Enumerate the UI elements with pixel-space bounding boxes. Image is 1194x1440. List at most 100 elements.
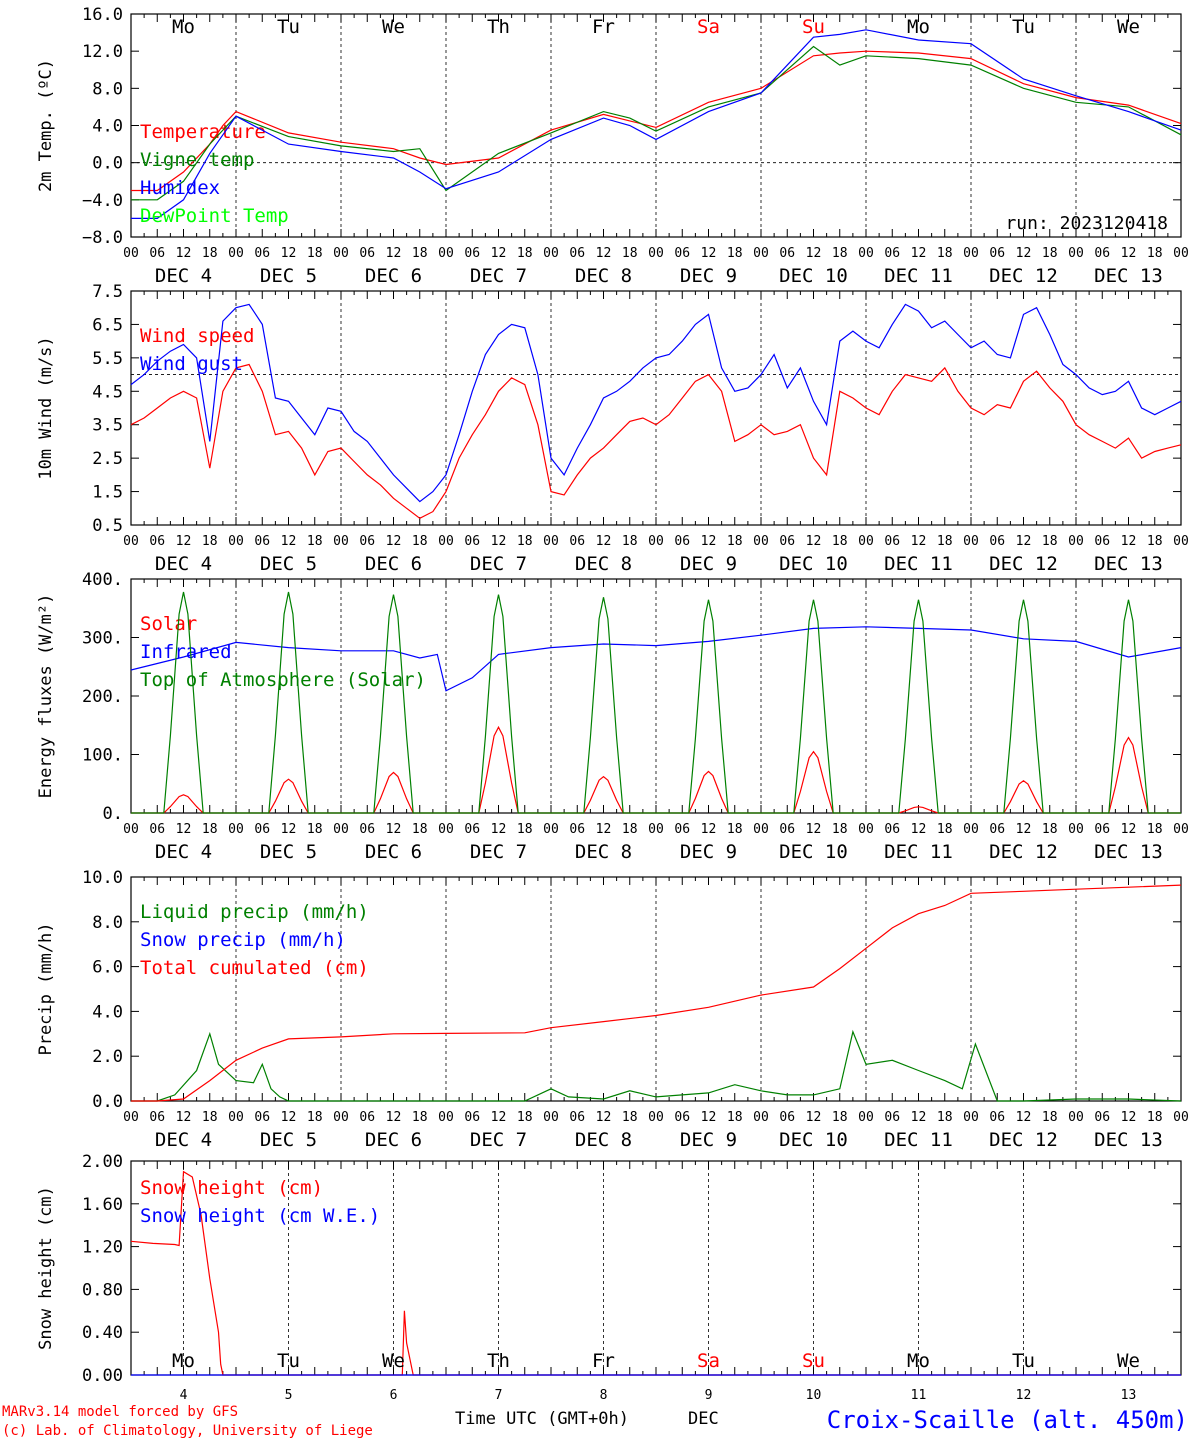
hour-label: 00 — [1173, 246, 1189, 261]
hour-label: 12 — [281, 822, 297, 837]
hour-label: 00 — [438, 1110, 454, 1125]
hour-label: 00 — [753, 1110, 769, 1125]
weekday-label: Mo — [907, 16, 930, 38]
date-label: DEC 9 — [680, 265, 737, 287]
series-line-1 — [130, 363, 1182, 520]
date-label: DEC 10 — [779, 553, 848, 575]
date-label: DEC 7 — [470, 553, 527, 575]
date-label: DEC 12 — [989, 265, 1058, 287]
date-label: DEC 12 — [989, 553, 1058, 575]
hour-label: 00 — [858, 822, 874, 837]
hour-label: 06 — [149, 1110, 165, 1125]
panel-4: 10.0 8.0 6.0 4.0 2.0 0.0 Precip (mm/h) Liquid p… — [36, 868, 1189, 1151]
hour-label: 00 — [858, 534, 874, 549]
y-tick-label: 100. — [82, 746, 123, 766]
hour-label: 12 — [491, 822, 507, 837]
date-label: DEC 4 — [155, 265, 212, 287]
weekday-label: Mo — [172, 1350, 195, 1372]
y-tick-label: 0. — [103, 804, 123, 824]
weekday-label: Tu — [1012, 16, 1035, 38]
day-number: 13 — [1121, 1388, 1137, 1403]
y-axis-title: 2m Temp. (ºC) — [36, 59, 56, 192]
hour-label: 12 — [281, 534, 297, 549]
y-tick-label: 0.5 — [92, 516, 123, 536]
y-tick-label: 6.5 — [92, 315, 123, 335]
weekday-label: Mo — [907, 1350, 930, 1372]
weekday-label: Su — [802, 16, 825, 38]
hour-label: 06 — [569, 1110, 585, 1125]
hour-label: 00 — [333, 246, 349, 261]
date-label: DEC 11 — [884, 553, 953, 575]
y-tick-label: 10.0 — [82, 868, 123, 888]
y-tick-label: 16.0 — [82, 5, 123, 25]
hour-label: 12 — [1121, 534, 1137, 549]
hour-label: 00 — [438, 534, 454, 549]
hour-label: 12 — [911, 534, 927, 549]
weekday-label: Fr — [592, 1350, 615, 1372]
hour-label: 18 — [1147, 246, 1163, 261]
y-tick-label: 2.0 — [92, 1047, 123, 1067]
hour-label: 12 — [701, 822, 717, 837]
hour-label: 06 — [359, 534, 375, 549]
weekday-label: Su — [802, 1350, 825, 1372]
y-tick-label: −8.0 — [82, 228, 123, 248]
hour-label: 00 — [648, 822, 664, 837]
legend-entry: Wind gust — [140, 353, 243, 375]
date-label: DEC 6 — [365, 841, 422, 863]
date-label: DEC 9 — [680, 1129, 737, 1151]
hour-label: 18 — [727, 246, 743, 261]
hour-label: 06 — [254, 246, 270, 261]
hour-label: 00 — [228, 822, 244, 837]
hour-label: 00 — [648, 246, 664, 261]
date-label: DEC 8 — [575, 553, 632, 575]
legend-entry: Solar — [140, 613, 197, 635]
hour-label: 18 — [622, 1110, 638, 1125]
hour-label: 12 — [806, 1110, 822, 1125]
date-label: DEC 13 — [1094, 841, 1163, 863]
date-label: DEC 13 — [1094, 265, 1163, 287]
weekday-label: Tu — [1012, 1350, 1035, 1372]
date-label: DEC 11 — [884, 1129, 953, 1151]
date-label: DEC 12 — [989, 841, 1058, 863]
hour-label: 06 — [674, 246, 690, 261]
legend-entry: Total cumulated (cm) — [140, 957, 369, 979]
weekday-label: Tu — [277, 16, 300, 38]
y-tick-label: 0.40 — [82, 1323, 123, 1343]
hour-label: 12 — [386, 534, 402, 549]
weekday-label: Sa — [697, 1350, 720, 1372]
y-tick-label: 7.5 — [92, 282, 123, 302]
hour-label: 00 — [963, 1110, 979, 1125]
legend-entry: Top of Atmosphere (Solar) — [140, 669, 426, 691]
x-axis-month: DEC — [688, 1409, 719, 1429]
hour-label: 00 — [753, 534, 769, 549]
hour-label: 06 — [464, 1110, 480, 1125]
series-line-1 — [130, 1170, 1181, 1376]
y-tick-label: −4.0 — [82, 191, 123, 211]
date-label: DEC 13 — [1094, 553, 1163, 575]
hour-label: 18 — [517, 1110, 533, 1125]
hour-label: 12 — [1121, 246, 1137, 261]
hour-label: 06 — [779, 1110, 795, 1125]
series-line-2 — [130, 303, 1182, 503]
y-axis-title: Precip (mm/h) — [36, 922, 56, 1055]
date-label: DEC 5 — [260, 841, 317, 863]
y-tick-label: 0.00 — [82, 1366, 123, 1386]
hour-label: 18 — [202, 534, 218, 549]
panel-3: 400. 300. 200. 100. 0. Energy fluxes (W/m²) So… — [36, 570, 1189, 863]
y-tick-label: 1.20 — [82, 1238, 123, 1258]
hour-label: 00 — [858, 246, 874, 261]
hour-label: 18 — [202, 1110, 218, 1125]
y-tick-label: 0.80 — [82, 1280, 123, 1300]
date-label: DEC 5 — [260, 553, 317, 575]
hour-label: 18 — [307, 822, 323, 837]
hour-label: 06 — [884, 246, 900, 261]
hour-label: 06 — [779, 822, 795, 837]
date-label: DEC 4 — [155, 1129, 212, 1151]
hour-label: 12 — [701, 246, 717, 261]
hour-label: 18 — [412, 1110, 428, 1125]
hour-label: 12 — [176, 534, 192, 549]
date-label: DEC 4 — [155, 553, 212, 575]
day-number: 7 — [495, 1388, 503, 1403]
day-number: 10 — [806, 1388, 822, 1403]
